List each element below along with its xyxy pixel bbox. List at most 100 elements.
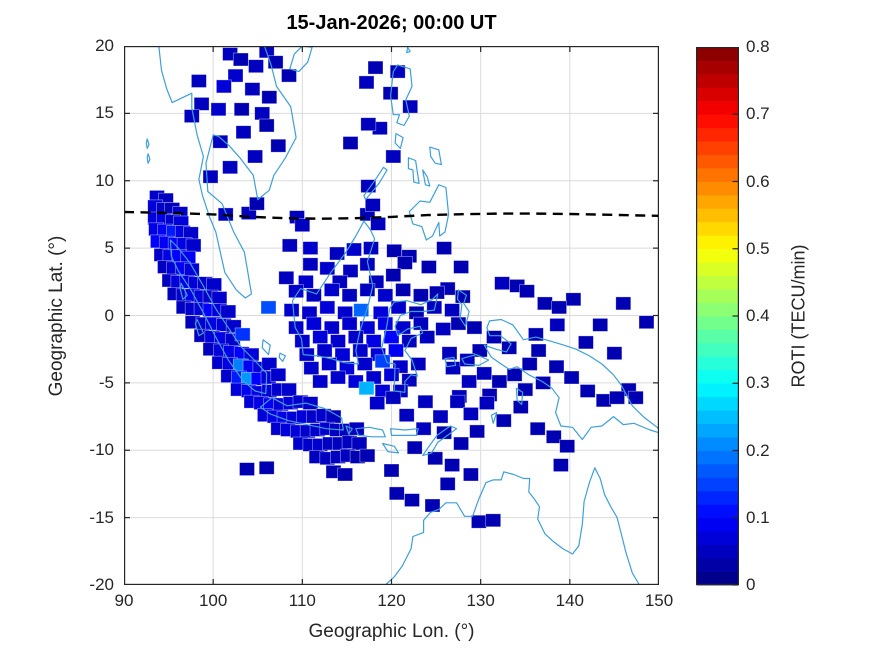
x-tick-label: 110 — [288, 591, 316, 610]
roti-square — [595, 393, 612, 408]
roti-square — [441, 346, 458, 361]
roti-square — [323, 283, 340, 297]
roti-square — [385, 149, 402, 164]
y-tick-label: 10 — [95, 170, 114, 190]
roti-square — [419, 330, 436, 344]
roti-square — [365, 334, 382, 348]
roti-square — [545, 429, 562, 444]
roti-square — [406, 440, 423, 455]
roti-square — [398, 408, 415, 423]
roti-square — [248, 59, 264, 74]
roti-square — [341, 316, 358, 331]
roti-square — [548, 359, 565, 374]
roti-square — [283, 303, 300, 317]
coastline-sumatra — [169, 239, 268, 395]
colorbar-step — [696, 558, 739, 572]
colorbar-step — [696, 356, 739, 371]
roti-square — [553, 458, 569, 472]
roti-square — [249, 196, 265, 211]
roti-square — [235, 125, 252, 140]
roti-square — [239, 462, 255, 476]
roti-square — [609, 390, 625, 405]
coastline-palawan — [363, 166, 388, 201]
y-tick-label: 5 — [104, 238, 114, 258]
roti-square — [385, 390, 402, 405]
colorbar-ticks — [732, 47, 739, 586]
roti-square — [319, 261, 336, 276]
roti-square — [377, 316, 394, 331]
colorbar-tick-label: 0.6 — [746, 171, 770, 191]
y-axis-label: Geographic Lat. (°) — [46, 235, 67, 397]
colorbar-step — [696, 329, 739, 344]
roti-square — [222, 160, 238, 175]
roti-square — [395, 283, 411, 297]
coastline-borneo — [291, 220, 376, 365]
roti-square — [202, 169, 219, 184]
roti-square — [638, 315, 655, 330]
roti-square — [615, 296, 632, 311]
colorbar-step — [696, 517, 739, 532]
roti-square — [302, 241, 319, 255]
coastline-seram — [461, 354, 490, 366]
roti-square — [233, 102, 250, 117]
colorbar-label: ROTI (TECU/min) — [788, 244, 809, 388]
coastline-tanimbar — [490, 411, 498, 424]
y-tick-label: -10 — [89, 440, 114, 460]
roti-square — [306, 316, 322, 331]
roti-square — [247, 149, 263, 164]
roti-square — [417, 394, 434, 409]
coastline-andaman-islands-1 — [145, 138, 150, 149]
axes-box — [124, 46, 659, 585]
coastline-andaman-islands-2 — [146, 153, 151, 164]
colorbar-step — [696, 396, 739, 411]
roti-square — [370, 217, 386, 231]
roti-square — [529, 421, 546, 436]
roti-square — [360, 117, 377, 132]
roti-square — [386, 243, 403, 258]
roti-square — [439, 477, 456, 491]
colorbar-step — [696, 531, 739, 546]
roti-square — [288, 284, 304, 299]
roti-square — [495, 413, 512, 428]
roti-square — [427, 451, 444, 466]
roti-square — [316, 343, 333, 358]
roti-square — [312, 330, 329, 344]
coastlines — [145, 46, 659, 585]
roti-square — [220, 304, 237, 319]
roti-square — [232, 52, 249, 67]
roti-square — [288, 320, 304, 335]
colorbar-tick-label: 0.7 — [746, 104, 770, 124]
roti-square — [521, 357, 538, 371]
colorbar-step — [696, 410, 739, 424]
roti-square — [270, 138, 287, 153]
coastline-mainland-southeast-asia — [158, 46, 297, 299]
roti-square — [346, 242, 362, 257]
roti-square — [444, 303, 460, 317]
colorbar-step — [696, 544, 739, 559]
roti-square — [270, 367, 287, 382]
coastline-mindoro — [394, 133, 404, 149]
roti-square — [436, 241, 452, 255]
colorbar-step — [696, 423, 739, 438]
coastline-flores — [390, 428, 419, 436]
x-tick-label: 120 — [377, 591, 406, 610]
roti-square — [261, 357, 278, 371]
colorbar-tick-label: 0.3 — [746, 373, 770, 393]
colorbar-step — [696, 437, 739, 451]
roti-square — [185, 238, 202, 253]
roti-square — [347, 330, 364, 344]
colorbar-step — [696, 208, 739, 223]
roti-square — [463, 407, 479, 421]
roti-square — [294, 218, 311, 233]
coastline-mentawai-islet — [194, 318, 204, 337]
map-plot-area — [124, 46, 659, 585]
roti-square — [401, 373, 418, 388]
y-tick-label: 15 — [95, 103, 114, 123]
y-tick-label: -15 — [89, 507, 114, 527]
roti-square — [537, 296, 553, 311]
roti-square — [342, 264, 359, 278]
roti-square — [445, 361, 461, 375]
colorbar-steps — [696, 47, 739, 586]
coastline-lombok-sumbawa — [355, 426, 386, 438]
roti-square — [385, 268, 402, 282]
